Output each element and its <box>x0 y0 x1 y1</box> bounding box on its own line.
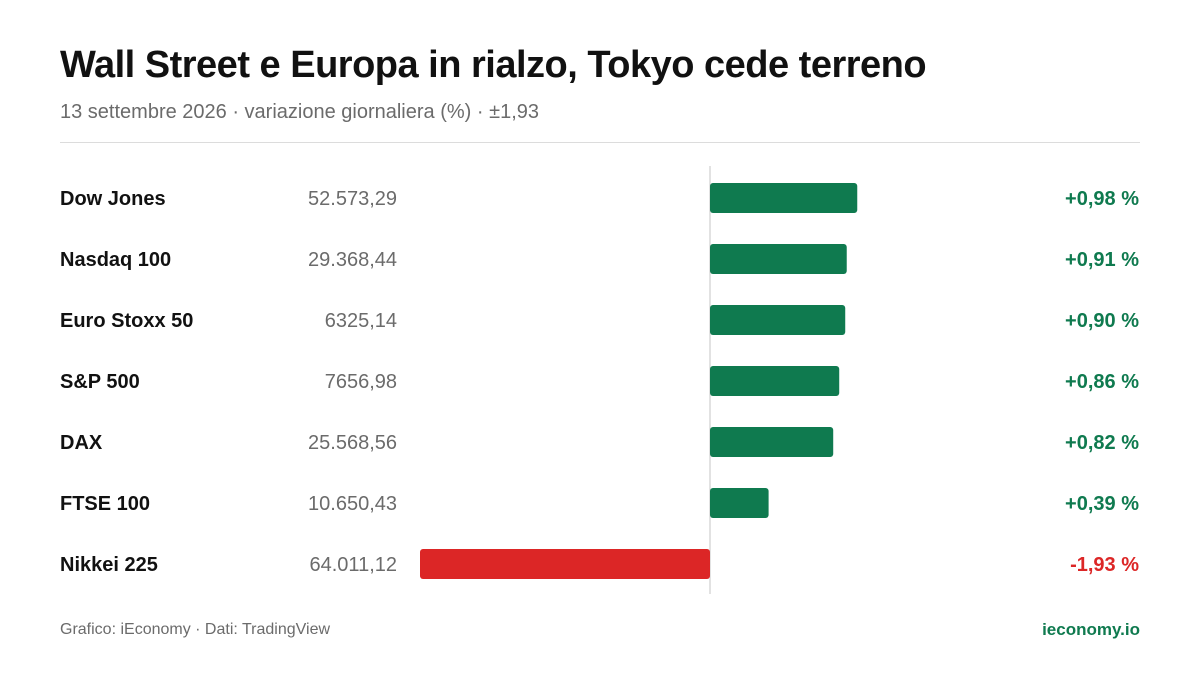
index-level: 29.368,44 <box>308 249 397 271</box>
source-note: Grafico: iEconomy · Dati: TradingView <box>60 621 331 638</box>
index-name: S&P 500 <box>60 371 140 393</box>
change-label: +0,91 % <box>1065 249 1139 271</box>
bar <box>710 305 846 335</box>
index-name: Nasdaq 100 <box>60 249 171 271</box>
bar <box>710 244 847 274</box>
index-level: 25.568,56 <box>308 432 397 454</box>
index-level: 64.011,12 <box>310 554 398 576</box>
bar <box>710 488 769 518</box>
bar <box>420 549 710 579</box>
index-name: DAX <box>60 432 103 454</box>
change-label: +0,90 % <box>1065 310 1139 332</box>
change-label: +0,98 % <box>1065 188 1139 210</box>
change-label: +0,82 % <box>1065 432 1139 454</box>
brand-link[interactable]: ieconomy.io <box>1042 620 1140 639</box>
header-divider <box>60 142 1140 143</box>
bar <box>710 183 858 213</box>
bar <box>710 366 840 396</box>
index-level: 7656,98 <box>325 371 397 393</box>
change-label: -1,93 % <box>1070 554 1139 576</box>
index-name: Dow Jones <box>60 188 166 210</box>
bar <box>710 427 834 457</box>
index-level: 10.650,43 <box>308 493 397 515</box>
index-name: FTSE 100 <box>60 493 150 515</box>
index-level: 52.573,29 <box>308 188 397 210</box>
index-level: 6325,14 <box>325 310 397 332</box>
chart-title: Wall Street e Europa in rialzo, Tokyo ce… <box>60 44 927 86</box>
index-name: Euro Stoxx 50 <box>60 310 193 332</box>
index-name: Nikkei 225 <box>60 554 158 576</box>
change-label: +0,86 % <box>1065 371 1139 393</box>
chart-subtitle: 13 settembre 2026 · variazione giornalie… <box>60 101 539 123</box>
change-label: +0,39 % <box>1065 493 1139 515</box>
